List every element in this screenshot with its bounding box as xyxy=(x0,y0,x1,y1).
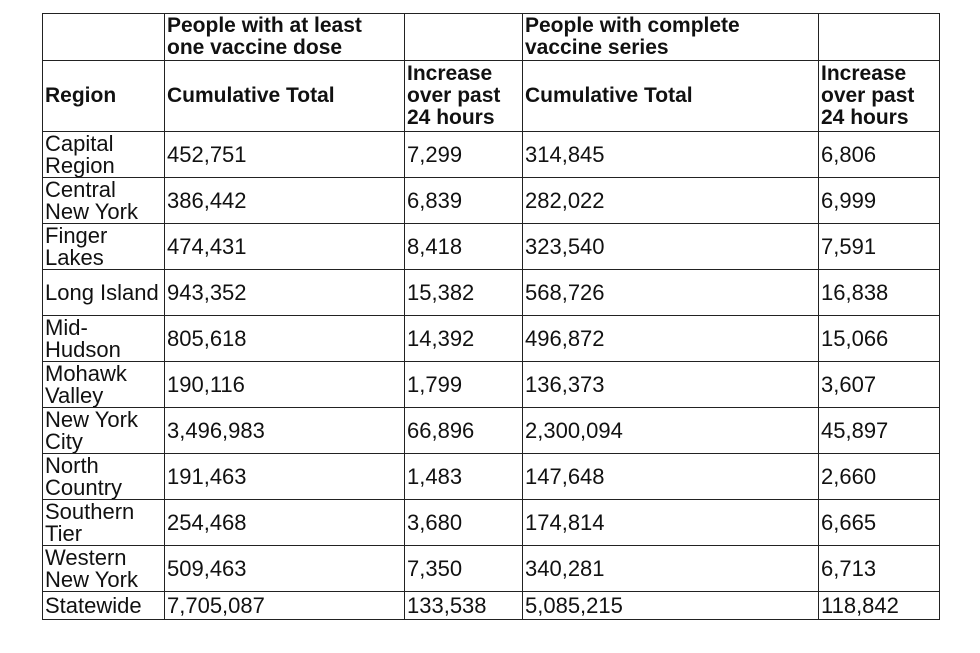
complete-total-cell: 314,845 xyxy=(522,131,819,178)
header-sub-row: Region Cumulative Total Increase over pa… xyxy=(42,60,940,132)
region-column-header: Region xyxy=(42,60,165,132)
dose-total-cell: 474,431 xyxy=(164,223,405,270)
dose-increase-cell: 3,680 xyxy=(404,499,523,546)
complete-series-group-header: People with complete vaccine series xyxy=(522,13,819,61)
table-row: Central New York 386,442 6,839 282,022 6… xyxy=(42,177,940,224)
dose-increase-cell: 1,799 xyxy=(404,361,523,408)
dose-total-cell: 452,751 xyxy=(164,131,405,178)
first-dose-group-header: People with at least one vaccine dose xyxy=(164,13,405,61)
complete-total-cell: 174,814 xyxy=(522,499,819,546)
complete-increase-cell: 6,806 xyxy=(818,131,940,178)
complete-increase-cell: 7,591 xyxy=(818,223,940,270)
dose-increase-cell: 15,382 xyxy=(404,269,523,316)
complete-total-cell: 323,540 xyxy=(522,223,819,270)
region-cell: Western New York xyxy=(42,545,165,592)
dose-total-cell: 805,618 xyxy=(164,315,405,362)
dose-total-cell: 7,705,087 xyxy=(164,591,405,620)
first-dose-increase-header: Increase over past 24 hours xyxy=(404,60,523,132)
dose-total-cell: 386,442 xyxy=(164,177,405,224)
region-cell: Finger Lakes xyxy=(42,223,165,270)
dose-increase-cell: 66,896 xyxy=(404,407,523,454)
complete-increase-header: Increase over past 24 hours xyxy=(818,60,940,132)
region-cell: Statewide xyxy=(42,591,165,620)
dose-increase-cell: 133,538 xyxy=(404,591,523,620)
complete-increase-cell: 6,665 xyxy=(818,499,940,546)
region-cell: Mohawk Valley xyxy=(42,361,165,408)
complete-total-cell: 496,872 xyxy=(522,315,819,362)
complete-increase-cell: 6,999 xyxy=(818,177,940,224)
complete-increase-cell: 16,838 xyxy=(818,269,940,316)
table-row: New York City 3,496,983 66,896 2,300,094… xyxy=(42,407,940,454)
dose-total-cell: 3,496,983 xyxy=(164,407,405,454)
dose-increase-cell: 6,839 xyxy=(404,177,523,224)
complete-total-cell: 136,373 xyxy=(522,361,819,408)
region-cell: North Country xyxy=(42,453,165,500)
complete-increase-cell: 118,842 xyxy=(818,591,940,620)
region-cell: Mid-Hudson xyxy=(42,315,165,362)
blank-header-cell xyxy=(42,13,165,61)
dose-total-cell: 254,468 xyxy=(164,499,405,546)
complete-total-cell: 568,726 xyxy=(522,269,819,316)
complete-total-cell: 5,085,215 xyxy=(522,591,819,620)
dose-increase-cell: 7,299 xyxy=(404,131,523,178)
dose-total-cell: 509,463 xyxy=(164,545,405,592)
complete-increase-cell: 6,713 xyxy=(818,545,940,592)
table-row: Mohawk Valley 190,116 1,799 136,373 3,60… xyxy=(42,361,940,408)
complete-total-cell: 340,281 xyxy=(522,545,819,592)
complete-total-cell: 2,300,094 xyxy=(522,407,819,454)
region-cell: Southern Tier xyxy=(42,499,165,546)
region-cell: Central New York xyxy=(42,177,165,224)
table-row: Finger Lakes 474,431 8,418 323,540 7,591 xyxy=(42,223,940,270)
complete-increase-cell: 3,607 xyxy=(818,361,940,408)
first-dose-cumulative-header: Cumulative Total xyxy=(164,60,405,132)
statewide-total-row: Statewide 7,705,087 133,538 5,085,215 11… xyxy=(42,591,940,620)
table-row: Western New York 509,463 7,350 340,281 6… xyxy=(42,545,940,592)
dose-increase-cell: 14,392 xyxy=(404,315,523,362)
complete-series-spacer-header xyxy=(818,13,940,61)
table-row: Mid-Hudson 805,618 14,392 496,872 15,066 xyxy=(42,315,940,362)
dose-total-cell: 190,116 xyxy=(164,361,405,408)
complete-total-cell: 147,648 xyxy=(522,453,819,500)
vaccination-table: People with at least one vaccine dose Pe… xyxy=(42,13,940,620)
table-row: Southern Tier 254,468 3,680 174,814 6,66… xyxy=(42,499,940,546)
table-row: North Country 191,463 1,483 147,648 2,66… xyxy=(42,453,940,500)
dose-total-cell: 191,463 xyxy=(164,453,405,500)
table-row: Long Island 943,352 15,382 568,726 16,83… xyxy=(42,269,940,316)
table-row: Capital Region 452,751 7,299 314,845 6,8… xyxy=(42,131,940,178)
dose-increase-cell: 8,418 xyxy=(404,223,523,270)
first-dose-spacer-header xyxy=(404,13,523,61)
dose-increase-cell: 7,350 xyxy=(404,545,523,592)
dose-increase-cell: 1,483 xyxy=(404,453,523,500)
region-cell: New York City xyxy=(42,407,165,454)
complete-cumulative-header: Cumulative Total xyxy=(522,60,819,132)
region-cell: Capital Region xyxy=(42,131,165,178)
complete-total-cell: 282,022 xyxy=(522,177,819,224)
dose-total-cell: 943,352 xyxy=(164,269,405,316)
region-cell: Long Island xyxy=(42,269,165,316)
header-group-row: People with at least one vaccine dose Pe… xyxy=(42,13,940,61)
complete-increase-cell: 15,066 xyxy=(818,315,940,362)
complete-increase-cell: 2,660 xyxy=(818,453,940,500)
complete-increase-cell: 45,897 xyxy=(818,407,940,454)
